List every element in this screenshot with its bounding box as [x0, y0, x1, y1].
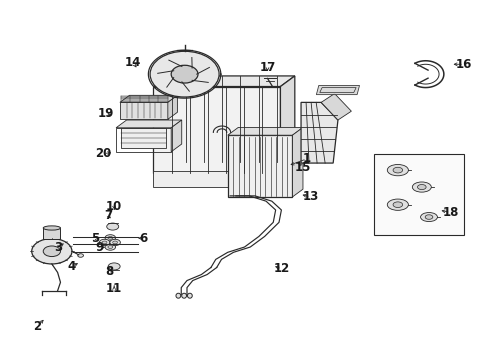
- Ellipse shape: [108, 263, 120, 270]
- Text: 16: 16: [455, 58, 471, 71]
- Ellipse shape: [392, 167, 402, 173]
- Polygon shape: [116, 120, 182, 128]
- Ellipse shape: [187, 293, 192, 298]
- Ellipse shape: [99, 239, 110, 246]
- Ellipse shape: [150, 51, 219, 97]
- Polygon shape: [316, 85, 359, 95]
- Text: 11: 11: [106, 282, 122, 295]
- Polygon shape: [292, 127, 303, 197]
- Ellipse shape: [43, 226, 61, 230]
- Ellipse shape: [112, 241, 117, 244]
- Bar: [43, 228, 61, 239]
- Text: 2: 2: [33, 320, 41, 333]
- Polygon shape: [321, 94, 351, 120]
- Text: 7: 7: [103, 209, 112, 222]
- Ellipse shape: [43, 246, 61, 257]
- Ellipse shape: [108, 246, 112, 248]
- Ellipse shape: [411, 182, 430, 192]
- Ellipse shape: [417, 185, 425, 190]
- Ellipse shape: [105, 244, 115, 250]
- Text: 18: 18: [442, 206, 458, 219]
- Text: 14: 14: [125, 57, 141, 69]
- Text: 9: 9: [96, 241, 103, 254]
- Bar: [120, 102, 167, 119]
- Text: 12: 12: [273, 262, 289, 275]
- Ellipse shape: [171, 65, 198, 83]
- Text: 20: 20: [95, 147, 111, 160]
- Bar: [227, 135, 292, 197]
- Text: 10: 10: [106, 200, 122, 213]
- Text: 8: 8: [105, 265, 113, 278]
- Text: 1: 1: [302, 152, 310, 165]
- Ellipse shape: [386, 165, 407, 176]
- Polygon shape: [171, 120, 182, 152]
- Bar: [153, 86, 280, 173]
- Ellipse shape: [32, 239, 72, 264]
- Ellipse shape: [78, 254, 83, 257]
- Polygon shape: [153, 76, 294, 86]
- Text: 17: 17: [259, 60, 275, 73]
- Polygon shape: [301, 102, 337, 163]
- Ellipse shape: [182, 293, 186, 298]
- Text: 6: 6: [140, 232, 148, 245]
- Bar: [121, 128, 166, 148]
- Polygon shape: [227, 127, 303, 135]
- Ellipse shape: [108, 237, 112, 239]
- Ellipse shape: [420, 212, 437, 221]
- Ellipse shape: [105, 235, 115, 241]
- Ellipse shape: [110, 239, 120, 246]
- Ellipse shape: [386, 199, 407, 210]
- Text: 15: 15: [294, 161, 310, 174]
- Ellipse shape: [392, 202, 402, 207]
- Ellipse shape: [176, 293, 181, 298]
- Polygon shape: [280, 76, 294, 173]
- Bar: [116, 128, 171, 152]
- Text: 4: 4: [68, 260, 76, 273]
- Bar: [373, 153, 463, 235]
- Text: 13: 13: [302, 190, 318, 203]
- Text: 3: 3: [54, 240, 62, 253]
- Ellipse shape: [102, 241, 107, 244]
- Polygon shape: [167, 95, 177, 119]
- Polygon shape: [120, 95, 177, 102]
- Bar: [153, 171, 280, 187]
- Ellipse shape: [106, 223, 119, 230]
- Ellipse shape: [424, 215, 432, 219]
- Text: 19: 19: [97, 107, 114, 120]
- Text: 5: 5: [91, 232, 99, 245]
